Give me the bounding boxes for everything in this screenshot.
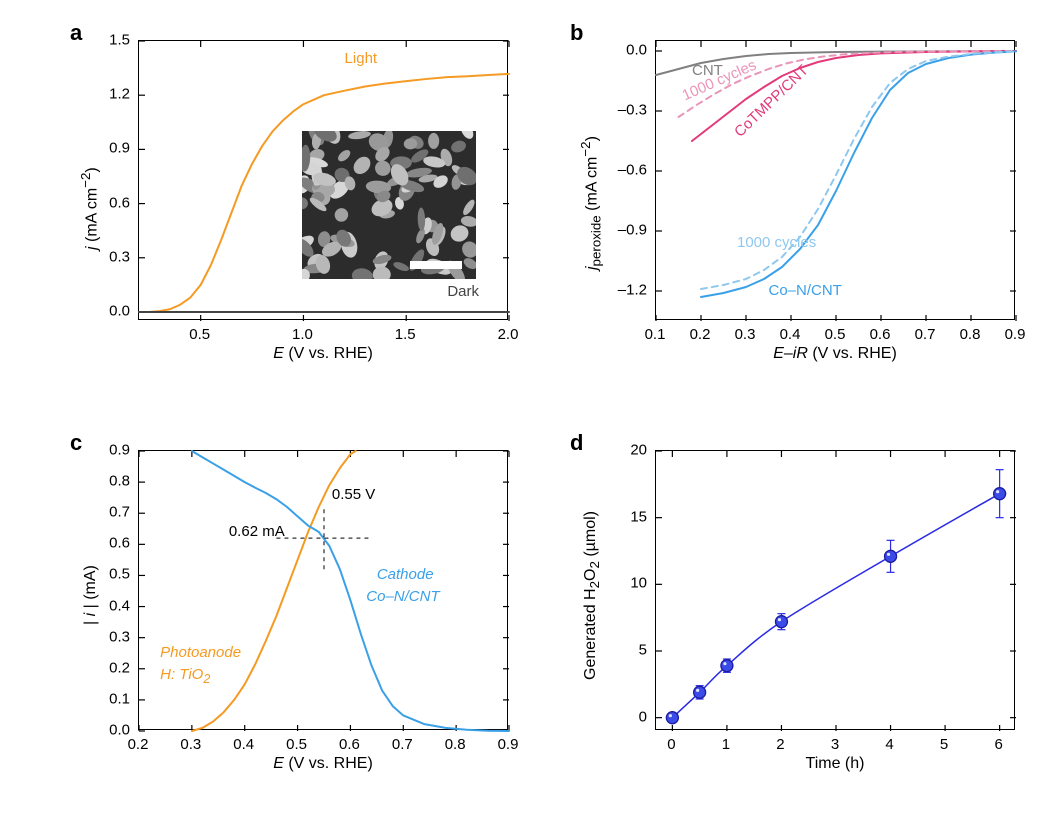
- label-cross-x: 0.55 V: [332, 486, 375, 503]
- xtick-label: 6: [994, 736, 1002, 753]
- ytick-label: 0.3: [92, 628, 130, 645]
- xtick-label: 1.0: [292, 326, 313, 343]
- panel-d-svg: [656, 451, 1016, 731]
- ytick-label: 0.9: [92, 140, 130, 157]
- ytick-label: 0.3: [92, 248, 130, 265]
- panel-c: c Photoanode H: TiO2 Cathode Co–N/CNT 0.…: [60, 430, 520, 800]
- ytick-label: 0.2: [92, 659, 130, 676]
- data-point: [994, 488, 1006, 500]
- xtick-label: 3: [831, 736, 839, 753]
- ytick-label: 0.9: [92, 442, 130, 459]
- ytick-label: 0.0: [92, 722, 130, 739]
- data-point: [666, 712, 678, 724]
- ytick-label: 1.5: [92, 32, 130, 49]
- panel-a-letter: a: [70, 20, 82, 46]
- xtick-label: 0.8: [960, 326, 981, 343]
- panel-a-plot: Light Dark: [138, 40, 508, 320]
- ytick-label: 0.0: [92, 302, 130, 319]
- ytick-label: 0.7: [92, 504, 130, 521]
- sem-scalebar: [410, 261, 462, 268]
- ytick-label: 15: [609, 508, 647, 525]
- panel-b-plot: CNT 1000 cycles CoTMPP/CNT 1000 cycles C…: [655, 40, 1015, 320]
- panel-d-plot: [655, 450, 1015, 730]
- panel-b: b CNT 1000 cycles CoTMPP/CNT 1000 cycles…: [560, 20, 1030, 390]
- sem-inset-graphic: [302, 131, 476, 279]
- xtick-label: 0.6: [870, 326, 891, 343]
- ytick-label: 0.1: [92, 690, 130, 707]
- xtick-label: 0: [667, 736, 675, 753]
- panel-a-xlabel: E (V vs. RHE): [138, 345, 508, 363]
- ytick-label: 0.0: [609, 42, 647, 59]
- panel-c-letter: c: [70, 430, 82, 456]
- label-photoanode-1: Photoanode: [160, 644, 241, 661]
- xtick-label: 2: [776, 736, 784, 753]
- xtick-label: 0.9: [498, 736, 519, 753]
- ytick-label: –1.2: [609, 282, 647, 299]
- xtick-label: 0.4: [780, 326, 801, 343]
- panel-c-svg: [139, 451, 509, 731]
- panel-a: a Light Dark 0.00.30.60.91.21.5 0.51.01.…: [60, 20, 520, 390]
- xtick-label: 0.6: [339, 736, 360, 753]
- xtick-label: 0.3: [735, 326, 756, 343]
- panel-d-xlabel: Time (h): [655, 755, 1015, 773]
- xtick-label: 4: [885, 736, 893, 753]
- sem-inset: [302, 131, 476, 279]
- label-cathode-2: Co–N/CNT: [366, 588, 439, 605]
- panel-b-letter: b: [570, 20, 583, 46]
- xtick-label: 0.9: [1005, 326, 1026, 343]
- panel-a-ylabel: j (mA cm−2): [78, 167, 101, 250]
- panel-b-xlabel: E–iR (V vs. RHE): [655, 345, 1015, 363]
- xtick-label: 2.0: [498, 326, 519, 343]
- ytick-label: –0.9: [609, 222, 647, 239]
- data-point: [721, 660, 733, 672]
- label-cathode-1: Cathode: [377, 566, 434, 583]
- xtick-label: 0.2: [690, 326, 711, 343]
- panel-d-ylabel: Generated H2O2 (µmol): [582, 511, 602, 680]
- xtick-label: 0.4: [233, 736, 254, 753]
- xtick-label: 0.5: [825, 326, 846, 343]
- label-con-cnt: Co–N/CNT: [769, 282, 842, 299]
- label-cross-y: 0.62 mA: [229, 523, 285, 540]
- ytick-label: –0.3: [609, 102, 647, 119]
- ytick-label: 0: [609, 708, 647, 725]
- label-1000-blue: 1000 cycles: [737, 234, 816, 251]
- ytick-label: 1.2: [92, 86, 130, 103]
- label-light: Light: [345, 50, 378, 67]
- xtick-label: 1.5: [395, 326, 416, 343]
- ytick-label: 10: [609, 575, 647, 592]
- ytick-label: –0.6: [609, 162, 647, 179]
- xtick-label: 0.7: [915, 326, 936, 343]
- xtick-label: 1: [722, 736, 730, 753]
- panel-d: d 0 5 10 15 20 0 1 2 3 4 5 6 Generated H2O2 (µmol)…: [560, 430, 1030, 800]
- xtick-label: 0.3: [180, 736, 201, 753]
- ytick-label: 5: [609, 642, 647, 659]
- data-point: [694, 686, 706, 698]
- panel-b-ylabel: jperoxide (mA cm−2): [578, 136, 604, 270]
- xtick-label: 0.5: [286, 736, 307, 753]
- label-photoanode-2: H: TiO2: [160, 666, 210, 686]
- label-dark: Dark: [447, 283, 479, 300]
- xtick-label: 0.8: [445, 736, 466, 753]
- xtick-label: 5: [940, 736, 948, 753]
- data-point: [885, 550, 897, 562]
- series-con_cnt_1000: [701, 51, 1016, 289]
- ytick-label: 0.8: [92, 473, 130, 490]
- panel-c-ylabel: | i | (mA): [82, 565, 100, 625]
- xtick-label: 0.1: [645, 326, 666, 343]
- series-con_cnt: [701, 51, 1016, 297]
- figure-root: a Light Dark 0.0 0.3 0.6 0.9 1.2 1.5 0.5 1.0 1.…: [0, 0, 1060, 821]
- panel-c-plot: Photoanode H: TiO2 Cathode Co–N/CNT 0.55…: [138, 450, 508, 730]
- xtick-label: 0.7: [392, 736, 413, 753]
- xtick-label: 0.2: [128, 736, 149, 753]
- xtick-label: 0.5: [189, 326, 210, 343]
- ytick-label: 20: [609, 442, 647, 459]
- panel-d-letter: d: [570, 430, 583, 456]
- ytick-label: 0.6: [92, 535, 130, 552]
- data-point: [775, 616, 787, 628]
- panel-c-xlabel: E (V vs. RHE): [138, 755, 508, 773]
